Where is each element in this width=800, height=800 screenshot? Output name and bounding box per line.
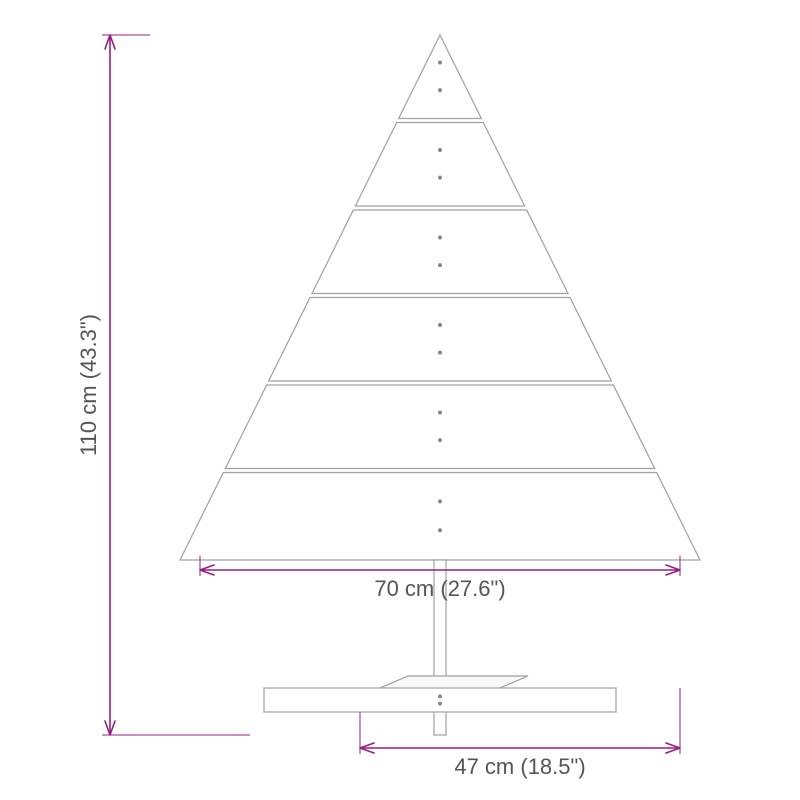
dim-label-base-width: 47 cm (18.5") [454,754,585,779]
screw-dot [438,236,442,240]
screw-dot [438,88,442,92]
screw-dot [438,702,442,706]
tree-tier [312,210,568,294]
dim-label-height: 110 cm (43.3") [76,314,101,456]
screw-dot [438,323,442,327]
screw-dot [438,351,442,355]
base-bar-front [264,688,616,712]
screw-dot [438,176,442,180]
tree-tier [355,123,524,207]
screw-dot [438,263,442,267]
tree-product [180,35,700,735]
dim-label-tree-width: 70 cm (27.6") [374,576,505,601]
tree-tier [269,298,612,382]
tree-tier [399,35,482,119]
screw-dot [438,61,442,65]
screw-dot [438,148,442,152]
screw-dot [438,499,442,503]
screw-dot [438,694,442,698]
dimension-diagram: 110 cm (43.3") 70 cm (27.6") 47 cm (18.5") [0,0,800,800]
screw-dot [438,438,442,442]
screw-dot [438,528,442,532]
tree-tier [180,473,700,561]
tree-tier [225,385,654,469]
screw-dot [438,411,442,415]
